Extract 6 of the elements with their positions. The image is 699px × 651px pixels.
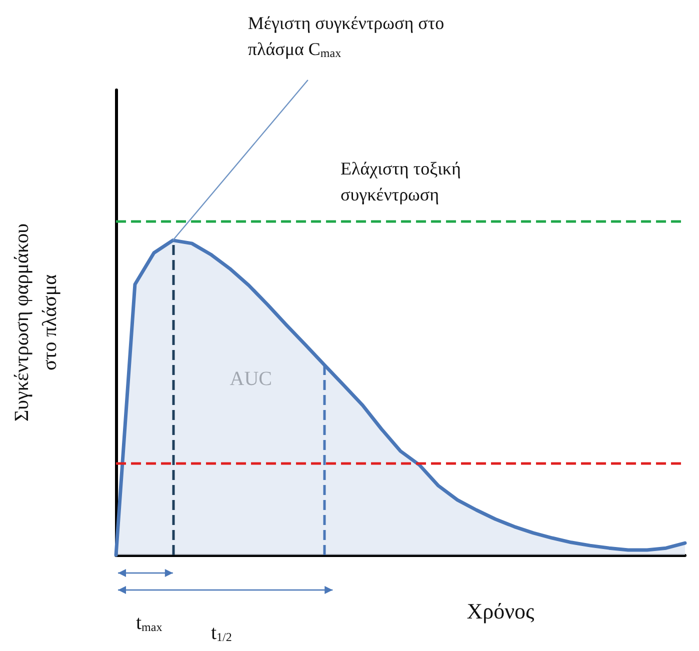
ref-line-label: Ελάχιστη τοξική συγκέντρωση: [340, 158, 461, 204]
annotation: AUC: [230, 368, 272, 390]
text: tmax: [136, 612, 162, 634]
x-axis-title: Χρόνος: [466, 598, 535, 624]
text: t1/2: [211, 622, 232, 644]
y-axis-title: Συγκέντρωση φαρμάκου στο πλάσμα: [11, 223, 61, 422]
